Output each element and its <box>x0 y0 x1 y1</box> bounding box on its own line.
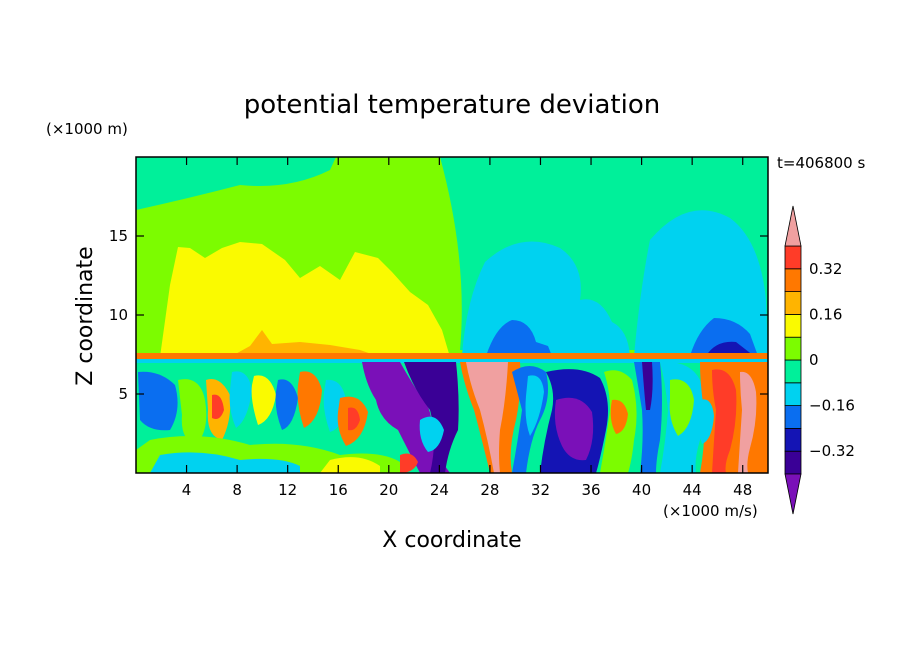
colorbar-tick-label-2: 0 <box>809 351 819 369</box>
colorbar-tick-label-0: 0.32 <box>809 260 842 278</box>
x-unit-label: (×1000 m/s) <box>663 502 758 520</box>
colorbar-low-triangle <box>784 473 802 515</box>
colorbar-box-6 <box>784 313 802 338</box>
x-tick-label-40: 40 <box>632 481 651 499</box>
colorbar-high-triangle <box>784 205 802 247</box>
x-tick-label-32: 32 <box>531 481 550 499</box>
time-label: t=406800 s <box>777 154 865 172</box>
colorbar-box-5 <box>784 336 802 361</box>
colorbar-box-2 <box>784 405 802 429</box>
colorbar-box-3 <box>784 382 802 406</box>
colorbar-tick-labels: 0.32 0.16 0 −0.16 −0.32 <box>809 260 855 460</box>
colorbar-box-8 <box>784 268 802 292</box>
colorbar-box-9 <box>784 245 802 270</box>
x-tick-label-28: 28 <box>480 481 499 499</box>
colorbar-tick-label-1: 0.16 <box>809 305 842 323</box>
chart-title: potential temperature deviation <box>244 90 660 120</box>
y-tick-label-15: 15 <box>109 227 128 245</box>
y-tick-label-5: 5 <box>118 385 128 403</box>
x-axis-label: X coordinate <box>382 528 521 553</box>
x-tick-label-44: 44 <box>683 481 702 499</box>
y-axis-tick-labels: 5 10 15 <box>109 227 128 403</box>
x-tick-label-20: 20 <box>379 481 398 499</box>
colorbar-box-7 <box>784 291 802 315</box>
colorbar-box-1 <box>784 427 802 452</box>
y-axis-label: Z coordinate <box>73 246 98 385</box>
x-axis-tick-labels: 4 8 12 16 20 24 28 32 36 40 44 48 <box>182 481 752 499</box>
x-tick-label-48: 48 <box>733 481 752 499</box>
colorbar <box>784 205 802 515</box>
colorbar-tick-label-3: −0.16 <box>809 397 855 415</box>
x-tick-label-24: 24 <box>430 481 449 499</box>
colorbar-tick-label-4: −0.32 <box>809 442 855 460</box>
x-tick-label-36: 36 <box>581 481 600 499</box>
contour-field <box>136 157 768 473</box>
colorbar-box-4 <box>784 359 802 384</box>
x-tick-label-8: 8 <box>232 481 242 499</box>
y-unit-label: (×1000 m) <box>46 120 128 138</box>
y-axis-ticks <box>136 235 768 395</box>
x-tick-label-4: 4 <box>182 481 192 499</box>
x-tick-label-16: 16 <box>329 481 348 499</box>
colorbar-box-0 <box>784 450 802 475</box>
x-axis-ticks <box>185 157 744 473</box>
x-tick-label-12: 12 <box>278 481 297 499</box>
y-tick-label-10: 10 <box>109 306 128 324</box>
